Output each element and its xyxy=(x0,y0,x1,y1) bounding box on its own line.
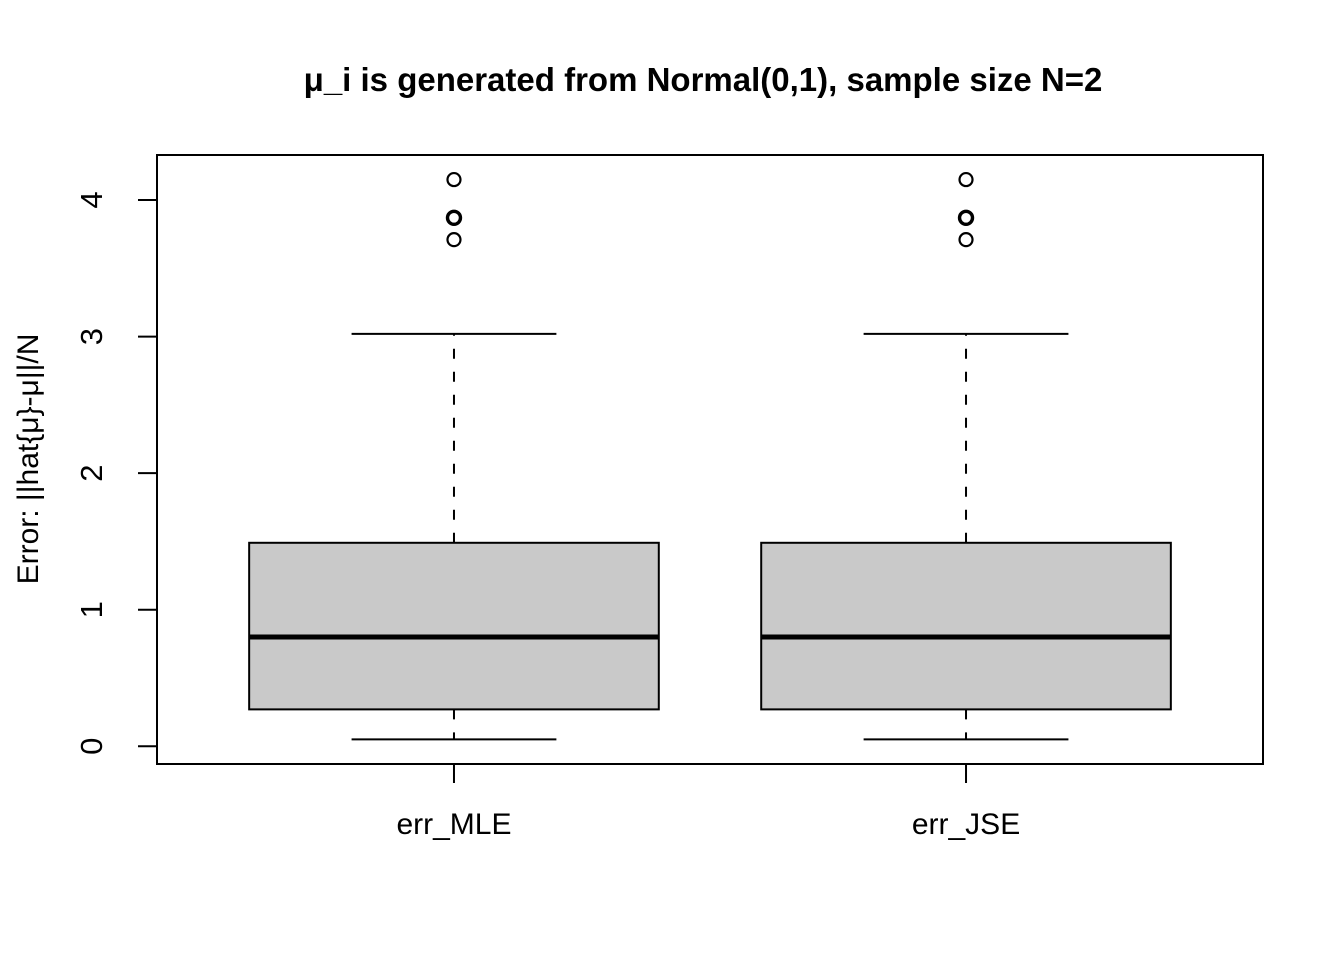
y-tick-label: 1 xyxy=(74,601,109,618)
y-tick-label: 4 xyxy=(74,191,109,208)
y-tick-label: 0 xyxy=(74,738,109,755)
outlier-err_MLE xyxy=(446,171,462,188)
x-axis-label-err_JSE: err_JSE xyxy=(912,808,1020,841)
y-axis-label: Error: ||hat{μ}-μ||/N xyxy=(12,334,45,585)
box-err_JSE xyxy=(760,541,1172,711)
outlier-err_MLE xyxy=(445,209,463,227)
outlier-err_JSE xyxy=(958,232,974,248)
x-axis-label-err_MLE: err_MLE xyxy=(396,808,511,841)
plot-border xyxy=(156,154,1264,765)
y-tick-label: 3 xyxy=(74,328,109,345)
outlier-err_JSE xyxy=(958,171,974,188)
plot-area: 0 1 2 3 4 err_MLE err_JSE xyxy=(74,171,1172,841)
box-err_MLE xyxy=(248,541,660,711)
outlier-err_JSE xyxy=(957,209,975,227)
chart-title: μ_i is generated from Normal(0,1), sampl… xyxy=(304,61,1103,98)
y-tick-label: 2 xyxy=(74,465,109,482)
outlier-err_MLE xyxy=(446,232,462,248)
